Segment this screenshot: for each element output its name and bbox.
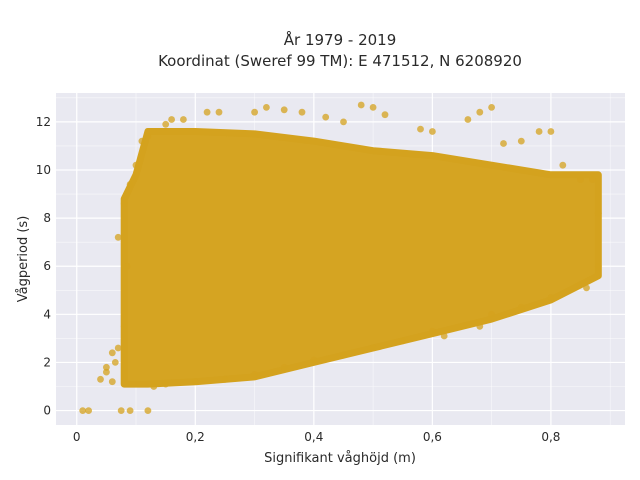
y-tick-label: 0 (43, 404, 51, 418)
y-tick-label: 2 (43, 355, 51, 369)
scatter-point (144, 132, 152, 140)
scatter-point (340, 351, 347, 359)
scatter-point (577, 176, 584, 184)
scatter-point (547, 294, 555, 301)
scatter-point (111, 359, 119, 366)
x-tick-label: 0,8 (541, 430, 560, 444)
scatter-point (369, 104, 377, 111)
x-tick-label: 0,2 (186, 430, 205, 444)
scatter-point (429, 327, 436, 335)
chart-title-line-1: År 1979 - 2019 (284, 30, 397, 49)
scatter-point (251, 371, 258, 378)
scatter-point (103, 368, 110, 376)
scatter-point (594, 209, 602, 217)
scatter-point (517, 303, 525, 311)
scatter-point (144, 407, 152, 414)
x-tick-label: 0,4 (304, 430, 323, 444)
scatter-point (476, 323, 484, 330)
scatter-point (114, 344, 122, 352)
scatter-point (138, 137, 146, 145)
scatter-point (488, 310, 495, 318)
scatter-point (547, 128, 555, 135)
scatter-point (191, 378, 199, 386)
scatter-point (263, 104, 270, 111)
scatter-point (476, 108, 484, 116)
scatter-point (221, 375, 229, 383)
scatter-point (79, 407, 87, 414)
scatter-point (120, 200, 128, 208)
scatter-point (369, 344, 377, 352)
scatter-point (381, 111, 389, 119)
scatter-point (203, 108, 211, 116)
scatter-point (399, 337, 407, 345)
scatter-points (79, 101, 602, 414)
scatter-point (357, 101, 365, 109)
scatter-point (535, 128, 543, 135)
y-tick-label: 12 (36, 115, 51, 129)
chart-title-line-2: Koordinat (Sweref 99 TM): E 471512, N 62… (158, 52, 522, 70)
x-tick-label: 0,6 (423, 430, 442, 444)
scatter-point (280, 106, 288, 114)
scatter-point (123, 262, 131, 270)
y-tick-label: 4 (43, 307, 51, 321)
scatter-point (180, 116, 187, 123)
scatter-point (168, 116, 176, 123)
y-tick-labels: 0 2 4 6 8 10 12 (36, 115, 51, 418)
scatter-point (488, 104, 495, 111)
scatter-point (103, 363, 110, 371)
y-tick-label: 10 (36, 163, 51, 177)
x-tick-label: 0 (73, 430, 81, 444)
x-axis-title: Signifikant våghöjd (m) (264, 451, 416, 466)
scatter-point (97, 375, 104, 383)
scatter-point (517, 137, 525, 145)
scatter-point (117, 407, 125, 414)
scatter-point (126, 181, 134, 188)
point-cloud (120, 128, 602, 388)
scatter-point (162, 120, 170, 128)
y-axis-title: Vågperiod (s) (16, 216, 31, 303)
scatter-point (340, 118, 347, 126)
scatter-point (251, 108, 258, 116)
scatter-point (280, 363, 288, 371)
point-cloud-area (120, 128, 602, 388)
scatter-point (559, 161, 567, 169)
scatter-point (464, 116, 472, 123)
scatter-point (417, 125, 424, 133)
scatter-point (162, 380, 170, 388)
y-tick-label: 6 (43, 259, 51, 273)
scatter-point (120, 323, 128, 330)
scatter-point (594, 262, 602, 270)
scatter-point (85, 407, 92, 414)
scatter-point (126, 407, 134, 414)
scatter-point (500, 140, 507, 147)
scatter-point (429, 128, 436, 135)
scatter-point (215, 108, 223, 116)
scatter-point (583, 284, 590, 292)
scatter-point (150, 383, 158, 390)
scatter-point (132, 161, 140, 169)
scatter-point (589, 176, 596, 184)
scatter-point (114, 233, 122, 241)
scatter-point (298, 108, 306, 116)
y-tick-label: 8 (43, 211, 51, 225)
scatter-point (310, 356, 318, 364)
scatter-point (440, 332, 448, 340)
scatter-point (108, 378, 116, 386)
x-tick-labels: 0 0,2 0,4 0,6 0,8 (73, 430, 561, 444)
scatter-point (108, 349, 116, 357)
scatter-point (322, 113, 330, 121)
